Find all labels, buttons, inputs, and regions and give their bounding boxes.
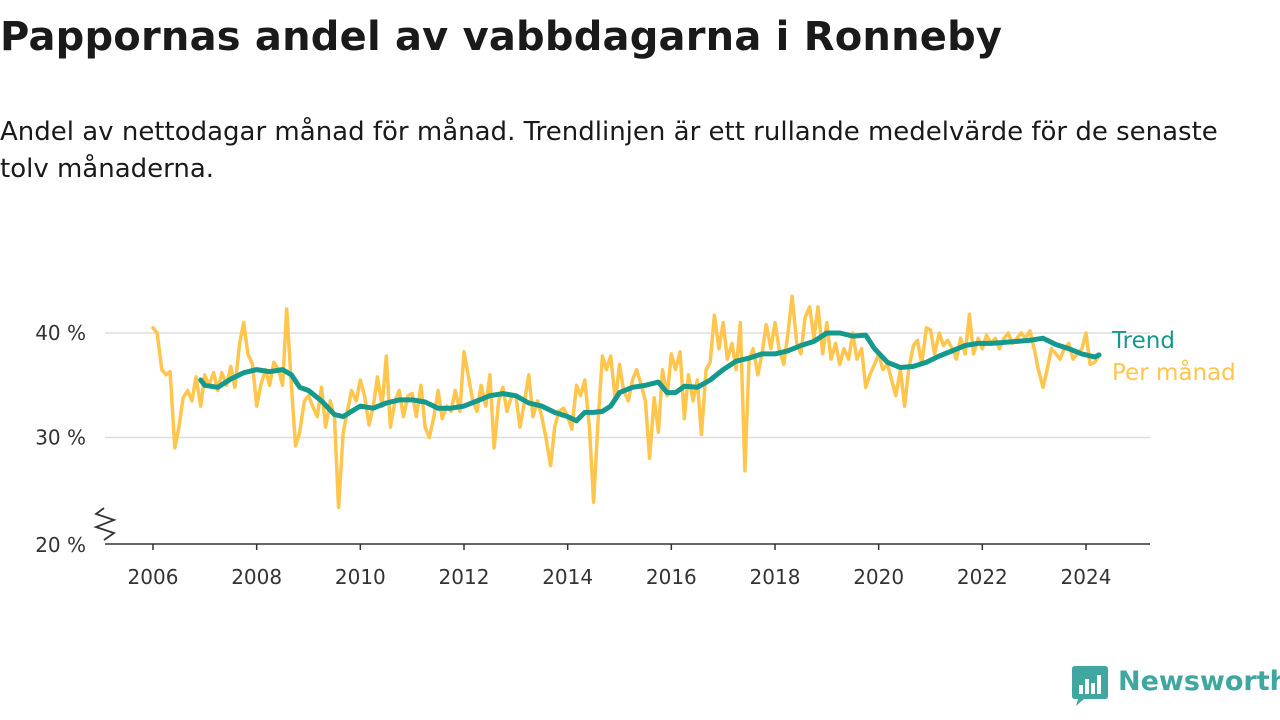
grid-layer — [105, 332, 1150, 439]
x-tick-label: 2010 — [335, 565, 386, 589]
chart-title: Pappornas andel av vabbdagarna i Ronneby — [0, 14, 1003, 60]
axis-layer: 20 % 30 % 40 % 2006 2008 2010 2012 2014 2016 2018… — [35, 321, 1150, 589]
x-tick-label: 2016 — [646, 565, 697, 589]
legend-label-monthly: Per månad — [1112, 358, 1236, 386]
x-tick-label: 2018 — [750, 565, 801, 589]
x-tick-label: 2008 — [231, 565, 282, 589]
x-tick-label: 2014 — [542, 565, 593, 589]
newsworthy-icon — [1072, 666, 1108, 706]
x-tick-label: 2022 — [957, 565, 1008, 589]
x-tick-label: 2020 — [853, 565, 904, 589]
axis-break-icon — [93, 507, 117, 541]
monthly-line — [151, 294, 1101, 510]
brand-label: Newsworthy — [1118, 666, 1280, 697]
legend-layer: Trend Per månad — [1111, 328, 1236, 386]
x-tick-label: 2024 — [1061, 565, 1112, 589]
legend-label-trend: Trend — [1111, 328, 1175, 354]
series-layer — [151, 294, 1102, 510]
y-tick-label: 40 % — [35, 321, 86, 345]
x-tick-label: 2012 — [439, 565, 490, 589]
y-tick-label: 30 % — [35, 426, 86, 450]
chart-subtitle: Andel av nettodagar månad för månad. Tre… — [0, 117, 1218, 184]
y-tick-label: 20 % — [35, 533, 86, 557]
trend-line — [198, 330, 1102, 424]
x-tick-label: 2006 — [128, 565, 179, 589]
